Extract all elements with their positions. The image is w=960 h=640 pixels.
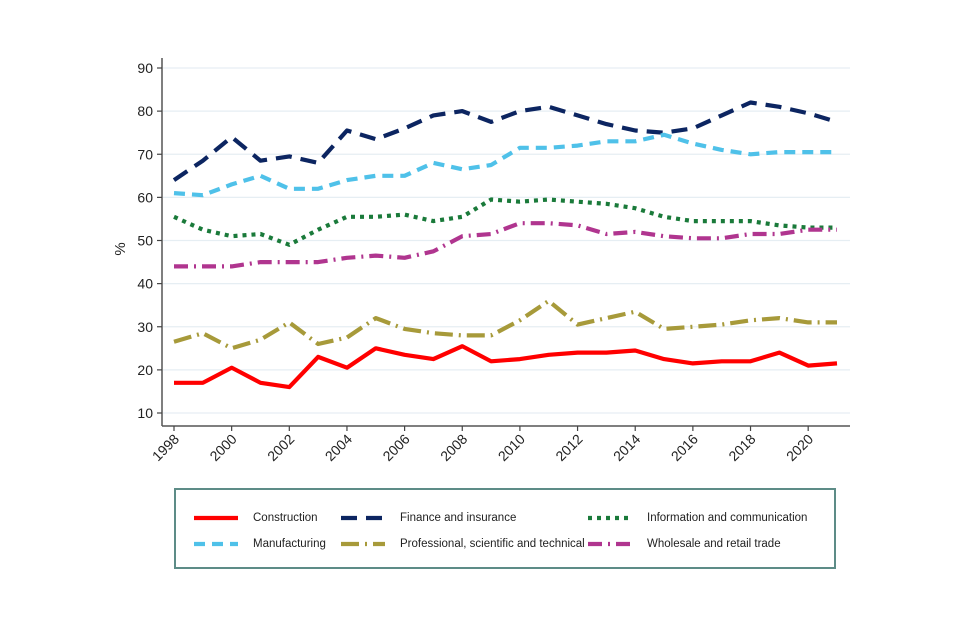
y-axis-ticks: 10 20 30 40 50 60 70 80 90 — [137, 60, 162, 421]
x-tick-label: 2020 — [783, 431, 816, 464]
x-tick-label: 2018 — [725, 431, 758, 464]
series-line-manufacturing — [173, 132, 837, 198]
y-tick-label: 20 — [137, 362, 153, 378]
x-tick-label: 2002 — [264, 431, 297, 464]
series-lines — [172, 100, 838, 390]
legend: Construction Finance and insurance Infor… — [174, 488, 836, 569]
legend-swatch-manufacturing — [194, 541, 238, 547]
y-tick-label: 60 — [137, 189, 153, 205]
legend-swatch-wholesale — [588, 541, 632, 547]
legend-label: Professional, scientific and technical — [400, 538, 585, 550]
x-tick-label: 1998 — [149, 431, 182, 464]
legend-label: Construction — [253, 512, 318, 524]
y-tick-label: 90 — [137, 60, 153, 76]
x-tick-label: 2016 — [668, 431, 701, 464]
legend-item-construction: Construction — [194, 510, 318, 526]
legend-item-professional: Professional, scientific and technical — [341, 536, 585, 552]
legend-label: Wholesale and retail trade — [647, 538, 781, 550]
y-axis-title: % — [112, 242, 129, 255]
y-tick-label: 10 — [137, 405, 153, 421]
y-tick-label: 50 — [137, 233, 153, 249]
y-tick-label: 80 — [137, 103, 153, 119]
x-tick-label: 2012 — [552, 431, 585, 464]
legend-swatch-information — [588, 515, 632, 521]
x-tick-label: 2004 — [322, 431, 355, 464]
x-tick-label: 2014 — [610, 431, 643, 464]
y-tick-label: 70 — [137, 146, 153, 162]
legend-label: Manufacturing — [253, 538, 326, 550]
legend-item-manufacturing: Manufacturing — [194, 536, 326, 552]
x-tick-label: 2010 — [495, 431, 528, 464]
series-line-wholesale-and-retail-trade — [174, 221, 837, 269]
legend-swatch-finance — [341, 515, 385, 521]
series-line-professional-scientific-and-technical — [173, 298, 837, 351]
y-tick-label: 30 — [137, 319, 153, 335]
legend-item-wholesale: Wholesale and retail trade — [588, 536, 781, 552]
x-tick-label: 2000 — [206, 431, 239, 464]
legend-item-finance: Finance and insurance — [341, 510, 516, 526]
x-axis-ticks: 1998 2000 2002 2004 2006 2008 2010 2012 2014 2016… — [149, 426, 816, 464]
legend-label: Information and communication — [647, 512, 808, 524]
series-line-finance-and-insurance — [172, 100, 838, 182]
x-tick-label: 2008 — [437, 431, 470, 464]
series-line-construction — [174, 344, 838, 390]
x-tick-label: 2006 — [379, 431, 412, 464]
legend-swatch-construction — [194, 515, 238, 521]
legend-item-information: Information and communication — [588, 510, 807, 526]
legend-label: Finance and insurance — [400, 512, 517, 524]
axes — [161, 58, 850, 427]
legend-swatch-professional — [341, 541, 385, 547]
y-tick-label: 40 — [137, 276, 153, 292]
